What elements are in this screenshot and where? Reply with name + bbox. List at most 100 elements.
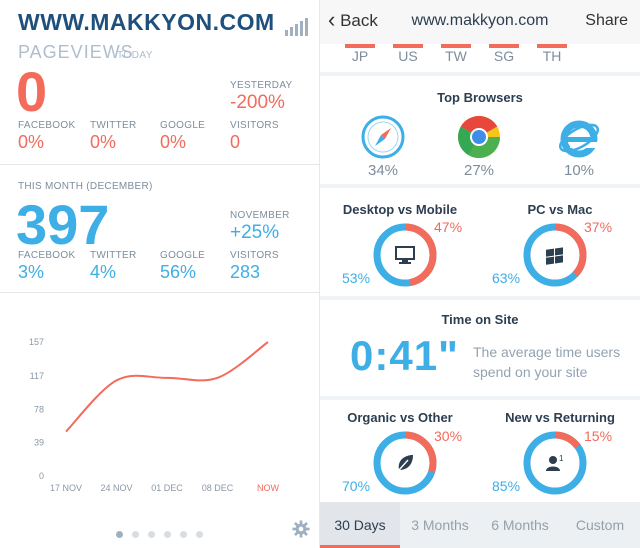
y-tick-label: 78 [34, 404, 44, 414]
divider [0, 292, 320, 293]
visitors-label: VISITORS [230, 250, 279, 261]
pageviews-label: PAGEVIEWS [18, 42, 134, 62]
browsers-card: Top Browsers 34% 27% 10% [320, 76, 640, 184]
right-panel: ‹ Back www.makkyon.com Share JP US TW SG… [320, 0, 640, 548]
y-tick-label: 157 [29, 337, 44, 347]
y-tick-label: 117 [30, 371, 44, 381]
range-tabs: 30 Days 3 Months 6 Months Custom [320, 502, 640, 548]
page-dot[interactable] [116, 531, 123, 538]
country-bar [537, 44, 567, 48]
visitors-value: 283 [230, 262, 261, 282]
tab-3-months[interactable]: 3 Months [411, 517, 469, 533]
svg-text:1: 1 [559, 454, 564, 463]
other-share: 30% [434, 428, 463, 444]
donut-segment-b [373, 431, 437, 495]
x-tick-label: 08 DEC [202, 483, 234, 493]
safari-share: 34% [367, 162, 399, 179]
google-label: GOOGLE [160, 120, 206, 131]
page-indicator[interactable] [116, 525, 212, 543]
november-value: +25% [230, 222, 280, 243]
organic-other-title: Organic vs Other [347, 410, 453, 425]
page-dot[interactable] [132, 531, 139, 538]
yesterday-label: YESTERDAY [230, 80, 293, 91]
page-dot[interactable] [180, 531, 187, 538]
mobile-share: 47% [434, 219, 463, 235]
country-bar [345, 44, 375, 48]
organic-share: 70% [342, 478, 371, 494]
desktop-mobile-title: Desktop vs Mobile [342, 202, 458, 217]
country-label: JP [351, 48, 369, 64]
divider [0, 164, 320, 165]
bar-chart-icon[interactable] [284, 16, 312, 36]
twitter-label: TWITTER [90, 250, 137, 261]
page-dot[interactable] [196, 531, 203, 538]
returning-share: 85% [492, 478, 521, 494]
countries-strip: JP US TW SG TH [320, 44, 640, 72]
chevron-left-icon: ‹ [328, 7, 336, 32]
time-card: Time on Site [320, 300, 640, 396]
tab-6-months[interactable]: 6 Months [491, 517, 549, 533]
tab-30-days[interactable]: 30 Days [320, 502, 400, 548]
today-label: TODAY [117, 50, 154, 61]
twitter-value: 0% [90, 132, 117, 152]
y-tick-label: 39 [34, 438, 44, 448]
country-label: TH [542, 48, 562, 64]
browsers-title: Top Browsers [437, 90, 523, 105]
gear-icon[interactable] [292, 520, 310, 538]
donut-center [381, 231, 429, 279]
page-dot[interactable] [164, 531, 171, 538]
donut-segment-b [373, 223, 437, 287]
country-bar [441, 44, 471, 48]
share-button[interactable]: Share [585, 12, 628, 29]
nav-bar: ‹ Back www.makkyon.com Share [320, 0, 640, 44]
new-returning-title: New vs Returning [505, 410, 615, 425]
monitor-icon [395, 246, 415, 264]
new-share: 15% [584, 428, 613, 444]
month-pageviews-value: 397 [16, 193, 110, 256]
twitter-label: TWITTER [90, 120, 137, 131]
visitors-value: 0 [230, 132, 241, 152]
google-value: 56% [160, 262, 197, 282]
country-bar [393, 44, 423, 48]
google-value: 0% [160, 132, 187, 152]
yesterday-value: -200% [230, 92, 285, 113]
safari-icon [361, 115, 405, 159]
x-tick-label: 17 NOV [50, 483, 82, 493]
x-tick-label: 01 DEC [151, 483, 183, 493]
device-card: Desktop vs Mobile PC vs Mac 47% 53% 37% … [320, 188, 640, 296]
ie-icon [559, 120, 600, 158]
chrome-icon [457, 115, 500, 159]
leaf-icon [398, 455, 413, 471]
country-label: SG [493, 48, 515, 64]
back-button[interactable]: ‹ Back [328, 9, 378, 31]
x-tick-label: NOW [257, 483, 280, 493]
y-tick-label: 0 [39, 471, 44, 481]
country-label: US [398, 48, 418, 64]
desktop-share: 53% [342, 270, 371, 286]
facebook-label: FACEBOOK [18, 250, 76, 261]
pc-share: 63% [492, 270, 521, 286]
country-label: TW [445, 48, 467, 64]
facebook-value: 3% [18, 262, 45, 282]
tab-custom[interactable]: Custom [575, 517, 625, 533]
donut-segment-b [523, 223, 587, 287]
november-label: NOVEMBER [230, 210, 290, 221]
country-bar [489, 44, 519, 48]
nav-title: www.makkyon.com [411, 12, 549, 29]
site-title: WWW.MAKKYON.COM [18, 9, 275, 35]
x-tick-label: 24 NOV [100, 483, 132, 493]
page-dot[interactable] [148, 531, 155, 538]
facebook-label: FACEBOOK [18, 120, 76, 131]
series-line [65, 341, 269, 433]
visitors-label: VISITORS [230, 120, 279, 131]
back-label: Back [340, 11, 378, 30]
ie-share: 10% [563, 162, 595, 179]
time-on-site-value: 0:41" [350, 332, 459, 379]
pc-mac-title: PC vs Mac [527, 202, 593, 217]
left-panel: WWW.MAKKYON.COM PAGEVIEWS TODAY 0 YESTER… [0, 0, 320, 548]
user-icon: 1 [546, 454, 564, 471]
mac-share: 37% [584, 219, 613, 235]
windows-icon [546, 247, 563, 265]
twitter-value: 4% [90, 262, 117, 282]
desktop-mobile-donut [373, 223, 437, 287]
